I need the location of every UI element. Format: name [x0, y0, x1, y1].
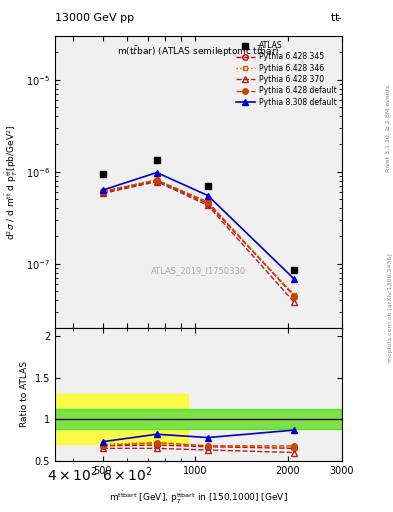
Line: Pythia 6.428 346: Pythia 6.428 346 [100, 177, 297, 297]
Pythia 6.428 default [154, 177, 159, 183]
Pythia 6.428 346 [206, 200, 210, 206]
Pythia 6.428 345 [292, 292, 297, 298]
ATLAS [100, 170, 105, 177]
Text: 13000 GeV pp: 13000 GeV pp [55, 13, 134, 23]
Pythia 8.308 default [206, 193, 210, 199]
Text: Rivet 3.1.10, ≥ 2.8M events: Rivet 3.1.10, ≥ 2.8M events [386, 84, 391, 172]
Legend: ATLAS, Pythia 6.428 345, Pythia 6.428 346, Pythia 6.428 370, Pythia 6.428 defaul: ATLAS, Pythia 6.428 345, Pythia 6.428 34… [233, 38, 340, 110]
Pythia 6.428 default [100, 188, 105, 195]
X-axis label: m$^{\mathregular{t\bar{t}bar{t}}}$ [GeV], p$_T^{\mathregular{t\bar{t}bar{t}}}$ i: m$^{\mathregular{t\bar{t}bar{t}}}$ [GeV]… [109, 489, 288, 506]
Line: Pythia 6.428 370: Pythia 6.428 370 [100, 179, 297, 305]
Pythia 6.428 370 [154, 179, 159, 185]
Pythia 8.308 default [100, 187, 105, 193]
Pythia 6.428 346 [292, 292, 297, 298]
Line: Pythia 6.428 345: Pythia 6.428 345 [100, 178, 297, 298]
Pythia 6.428 345 [100, 189, 105, 195]
Pythia 6.428 345 [154, 178, 159, 184]
Text: tt$\bar{}$: tt$\bar{}$ [330, 11, 342, 23]
Pythia 6.428 370 [206, 202, 210, 208]
Pythia 6.428 default [206, 199, 210, 205]
Pythia 6.428 345 [206, 201, 210, 207]
Pythia 8.308 default [292, 276, 297, 282]
Text: ATLAS_2019_I1750330: ATLAS_2019_I1750330 [151, 266, 246, 275]
Pythia 6.428 370 [100, 190, 105, 197]
Y-axis label: Ratio to ATLAS: Ratio to ATLAS [20, 361, 29, 428]
ATLAS [154, 157, 159, 163]
ATLAS [206, 183, 210, 189]
Pythia 6.428 346 [100, 188, 105, 194]
Line: Pythia 6.428 default: Pythia 6.428 default [100, 177, 297, 300]
ATLAS [292, 267, 297, 273]
Pythia 6.428 346 [154, 177, 159, 183]
Y-axis label: d$^2\sigma$ / d m$^{\mathregular{t\bar{t}}}$ d p$_T^{\mathregular{t\bar{t}}}$[pb: d$^2\sigma$ / d m$^{\mathregular{t\bar{t… [4, 124, 20, 240]
Pythia 6.428 default [292, 293, 297, 300]
Text: mcplots.cern.ch [arXiv:1306.3436]: mcplots.cern.ch [arXiv:1306.3436] [387, 253, 393, 361]
Text: m(t$\bar{t}$bar) (ATLAS semileptonic t$\bar{t}$bar): m(t$\bar{t}$bar) (ATLAS semileptonic t$\… [117, 45, 280, 59]
Line: Pythia 8.308 default: Pythia 8.308 default [100, 170, 297, 282]
Line: ATLAS: ATLAS [100, 157, 297, 273]
Pythia 6.428 370 [292, 300, 297, 306]
Pythia 8.308 default [154, 169, 159, 176]
